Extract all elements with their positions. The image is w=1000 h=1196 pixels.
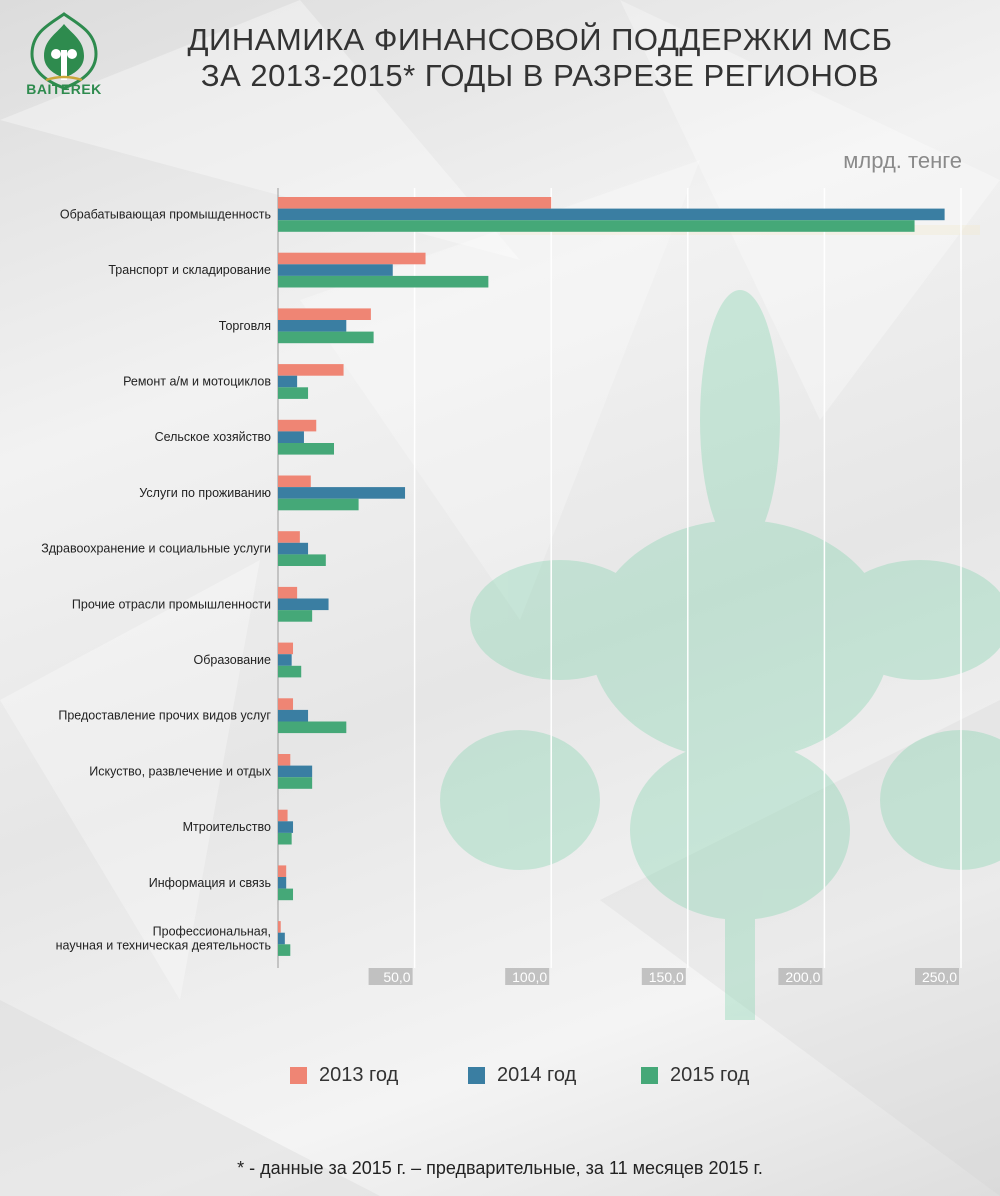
bar-0-series-0 (278, 197, 552, 209)
title-line-2: ЗА 2013-2015* ГОДЫ В РАЗРЕЗЕ РЕГИОНОВ (200, 58, 880, 93)
legend-label-2013: 2013 год (319, 1063, 399, 1086)
bar-12-series-1 (278, 877, 287, 889)
tick-label-0: 50,0 (383, 969, 410, 985)
bar-0-series-1 (278, 208, 945, 221)
category-label-0: Обрабатывающая промышденность (60, 207, 271, 221)
title-line-1: ДИНАМИКА ФИНАНСОВОЙ ПОДДЕРЖКИ МСБ (187, 22, 893, 57)
bar-2-series-2 (278, 331, 374, 344)
bar-10-series-2 (278, 777, 313, 789)
category-label-7: Прочие отрасли промышленности (72, 597, 271, 611)
category-label-2: Торговля (219, 319, 271, 333)
tick-label-bg-3 (778, 968, 823, 985)
bar-9-series-1 (278, 709, 309, 722)
bar-5-series-2 (278, 498, 359, 511)
bar-13-series-2 (278, 944, 291, 956)
logo-text: BAITEREK (26, 81, 102, 97)
category-label-6: Здравоохранение и социальные услуги (41, 542, 271, 556)
bar-9-series-2 (278, 721, 347, 734)
bar-11-series-2 (278, 832, 292, 845)
bar-4-series-2 (278, 443, 335, 455)
bar-8-series-2 (278, 665, 302, 678)
bar-7-series-2 (278, 610, 313, 622)
bar-11-series-1 (278, 821, 294, 833)
tick-label-3: 200,0 (785, 969, 820, 985)
bar-10-series-1 (278, 765, 313, 778)
bar-12-series-2 (278, 888, 294, 901)
category-label-12: Информация и связь (149, 876, 271, 890)
chart-legend: 2013 год 2014 год 2015 год (0, 1060, 1000, 1090)
legend-swatch-2015 (641, 1066, 658, 1084)
category-label-8: Образование (194, 653, 272, 667)
category-label-5: Услуги по проживанию (139, 486, 271, 500)
bar-4-series-0 (278, 419, 317, 432)
legend-item-2013: 2013 год (290, 1060, 398, 1090)
bar-13-series-0 (278, 921, 281, 933)
tick-label-2: 150,0 (649, 969, 684, 985)
bar-10-series-0 (278, 754, 291, 766)
bar-3-series-2 (278, 387, 309, 399)
tick-label-bg-1 (505, 968, 550, 985)
bar-2-series-1 (278, 320, 347, 332)
category-label-3: Ремонт а/м и мотоциклов (123, 375, 271, 389)
bar-1-series-1 (278, 264, 393, 276)
legend-label-2014: 2014 год (497, 1063, 577, 1086)
bar-7-series-0 (278, 586, 298, 599)
tick-label-4: 250,0 (922, 969, 957, 985)
legend-item-2014: 2014 год (468, 1060, 576, 1090)
bar-3-series-0 (278, 364, 344, 376)
category-label-4: Сельское хозяйство (155, 430, 271, 444)
baiterek-logo-icon (30, 12, 98, 90)
tick-label-1: 100,0 (512, 969, 547, 985)
bar-6-series-0 (278, 531, 300, 543)
legend-label-2015: 2015 год (670, 1063, 750, 1086)
category-label-13-line-1: научная и техническая деятельность (56, 939, 271, 953)
bar-13-series-1 (278, 932, 285, 945)
category-label-9: Предоставление прочих видов услуг (58, 709, 271, 723)
unit-label: млрд. тенге (843, 148, 962, 173)
tick-label-bg-2 (641, 968, 686, 985)
category-label-11: Мтроительство (183, 820, 271, 834)
tick-label-bg-4 (915, 968, 959, 985)
category-label-13-line-0: Профессиональная, (153, 925, 271, 939)
category-label-10: Искуство, развлечение и отдых (89, 764, 272, 778)
bar-chart: Обрабатывающая промышденность Транспорт и… (41, 188, 959, 985)
bar-6-series-2 (278, 554, 326, 566)
bar-3-series-1 (278, 375, 298, 388)
bar-9-series-0 (278, 698, 294, 710)
tick-label-bg-0 (368, 968, 413, 985)
bar-1-series-2 (278, 275, 489, 288)
bar-4-series-1 (278, 431, 304, 443)
bar-8-series-1 (278, 654, 292, 666)
legend-item-2015: 2015 год (641, 1060, 749, 1090)
legend-swatch-2014 (468, 1066, 485, 1084)
bar-8-series-0 (278, 642, 294, 655)
bar-1-series-0 (278, 252, 426, 265)
bar-11-series-0 (278, 809, 288, 822)
bar-5-series-0 (278, 475, 311, 488)
ornament-watermark (440, 290, 1000, 1020)
category-label-1: Транспорт и складирование (108, 263, 271, 277)
bar-2-series-0 (278, 308, 371, 320)
footnote: * - данные за 2015 г. – предварительные,… (237, 1158, 763, 1178)
bar-12-series-0 (278, 865, 287, 877)
legend-swatch-2013 (290, 1066, 307, 1084)
page-title: ДИНАМИКА ФИНАНСОВОЙ ПОДДЕРЖКИ МСБ ЗА 201… (150, 22, 930, 94)
bar-0-series-2 (278, 220, 915, 232)
bar-7-series-1 (278, 598, 329, 611)
bar-5-series-1 (278, 487, 406, 499)
bar-6-series-1 (278, 542, 309, 555)
